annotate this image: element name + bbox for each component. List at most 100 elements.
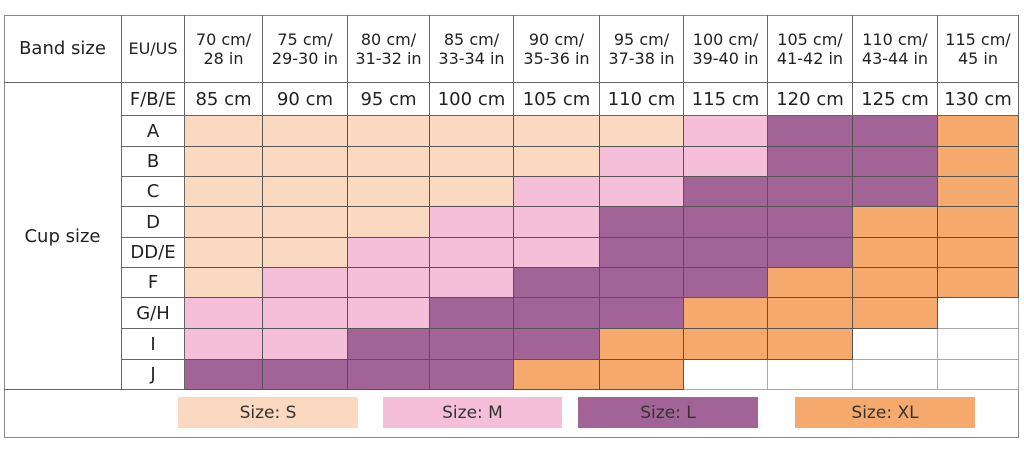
size-cell-XL — [938, 177, 1019, 207]
cup-label: DD/E — [122, 238, 185, 268]
size-cell-XL — [938, 207, 1019, 238]
band-header-fbe: 120 cm — [768, 83, 853, 116]
legend-item-xl: Size: XL — [795, 397, 975, 428]
size-cell-L — [853, 147, 938, 177]
fbe-label: F/B/E — [122, 83, 185, 116]
band-header-eu-us: 105 cm/ 41-42 in — [768, 15, 853, 83]
size-cell-L — [768, 147, 853, 177]
size-cell-L — [514, 268, 600, 298]
size-cell-L — [348, 360, 430, 390]
size-cell-XL — [684, 298, 768, 329]
size-cell-XL — [938, 147, 1019, 177]
cup-label: B — [122, 147, 185, 177]
cup-label: C — [122, 177, 185, 207]
size-cell-S — [430, 177, 514, 207]
size-cell-XL — [600, 360, 684, 390]
band-header-eu-us: 90 cm/ 35-36 in — [514, 15, 600, 83]
size-cell-L — [600, 238, 684, 268]
band-size-label: Band size — [4, 15, 122, 83]
size-cell-none — [853, 360, 938, 390]
size-cell-XL — [938, 268, 1019, 298]
cup-size-label: Cup size — [4, 83, 122, 390]
cup-label: G/H — [122, 298, 185, 329]
size-cell-S — [185, 177, 263, 207]
size-cell-L — [768, 207, 853, 238]
size-cell-none — [938, 329, 1019, 360]
size-cell-L — [684, 207, 768, 238]
size-cell-S — [430, 116, 514, 147]
size-cell-S — [263, 116, 348, 147]
size-cell-none — [684, 360, 768, 390]
size-cell-M — [600, 177, 684, 207]
size-cell-M — [514, 177, 600, 207]
size-cell-XL — [853, 238, 938, 268]
size-cell-M — [263, 268, 348, 298]
band-header-fbe: 125 cm — [853, 83, 938, 116]
cup-label: F — [122, 268, 185, 298]
size-cell-none — [938, 298, 1019, 329]
size-cell-L — [853, 177, 938, 207]
band-header-fbe: 105 cm — [514, 83, 600, 116]
size-cell-S — [263, 207, 348, 238]
size-cell-none — [853, 329, 938, 360]
band-header-fbe: 100 cm — [430, 83, 514, 116]
size-cell-L — [684, 268, 768, 298]
legend-item-s: Size: S — [178, 397, 358, 428]
size-cell-L — [600, 268, 684, 298]
band-header-eu-us: 85 cm/ 33-34 in — [430, 15, 514, 83]
size-cell-L — [600, 298, 684, 329]
size-cell-M — [684, 147, 768, 177]
band-header-eu-us: 75 cm/ 29-30 in — [263, 15, 348, 83]
size-cell-M — [514, 207, 600, 238]
size-cell-none — [768, 360, 853, 390]
size-cell-XL — [600, 329, 684, 360]
size-cell-L — [600, 207, 684, 238]
size-cell-L — [514, 298, 600, 329]
size-cell-XL — [768, 268, 853, 298]
size-cell-L — [430, 298, 514, 329]
size-cell-M — [684, 116, 768, 147]
band-header-eu-us: 100 cm/ 39-40 in — [684, 15, 768, 83]
size-cell-M — [348, 298, 430, 329]
size-cell-M — [430, 268, 514, 298]
legend-item-l: Size: L — [578, 397, 758, 428]
size-cell-M — [263, 329, 348, 360]
size-cell-S — [263, 177, 348, 207]
band-header-eu-us: 115 cm/ 45 in — [938, 15, 1019, 83]
size-cell-XL — [684, 329, 768, 360]
band-header-fbe: 115 cm — [684, 83, 768, 116]
cup-label: A — [122, 116, 185, 147]
size-cell-L — [684, 238, 768, 268]
size-cell-XL — [768, 298, 853, 329]
size-cell-S — [263, 147, 348, 177]
size-cell-S — [430, 147, 514, 177]
size-cell-none — [938, 360, 1019, 390]
size-cell-L — [263, 360, 348, 390]
size-cell-L — [684, 177, 768, 207]
size-cell-S — [185, 207, 263, 238]
cup-label: D — [122, 207, 185, 238]
size-cell-S — [185, 147, 263, 177]
band-header-fbe: 130 cm — [938, 83, 1019, 116]
band-header-eu-us: 80 cm/ 31-32 in — [348, 15, 430, 83]
size-cell-M — [185, 329, 263, 360]
size-cell-S — [263, 238, 348, 268]
size-cell-S — [514, 147, 600, 177]
size-cell-M — [430, 238, 514, 268]
size-cell-M — [430, 207, 514, 238]
size-cell-L — [768, 116, 853, 147]
size-cell-L — [853, 116, 938, 147]
size-cell-S — [185, 116, 263, 147]
size-cell-XL — [768, 329, 853, 360]
band-header-fbe: 85 cm — [185, 83, 263, 116]
size-cell-XL — [938, 116, 1019, 147]
legend-item-m: Size: M — [383, 397, 562, 428]
size-cell-S — [348, 147, 430, 177]
band-header-fbe: 110 cm — [600, 83, 684, 116]
band-header-fbe: 90 cm — [263, 83, 348, 116]
eu-us-label: EU/US — [122, 15, 185, 83]
size-cell-M — [600, 147, 684, 177]
band-header-fbe: 95 cm — [348, 83, 430, 116]
size-cell-XL — [853, 298, 938, 329]
size-cell-M — [514, 238, 600, 268]
